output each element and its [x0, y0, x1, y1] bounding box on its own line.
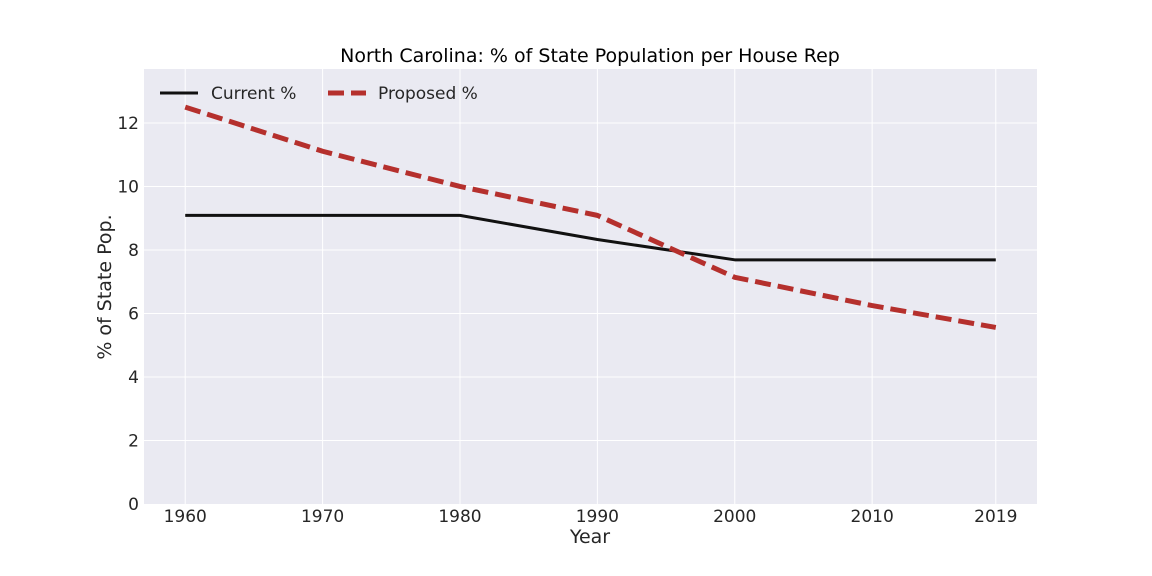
- x-tick-labels: 1960 1970 1980 1990 2000 2010 2019: [164, 507, 1018, 527]
- x-tick-label: 2000: [713, 507, 756, 527]
- y-tick-label: 6: [128, 304, 139, 324]
- plot-area: [144, 69, 1037, 504]
- y-axis-label: % of State Pop.: [94, 214, 116, 359]
- legend-label-current: Current %: [211, 84, 296, 104]
- x-axis-label: Year: [569, 526, 610, 548]
- y-gridlines: [144, 122, 1037, 441]
- chart-title: North Carolina: % of State Population pe…: [340, 45, 840, 67]
- y-tick-label: 2: [128, 431, 139, 451]
- y-tick-label: 0: [128, 495, 139, 515]
- y-tick-label: 10: [117, 177, 139, 197]
- x-gridlines: [184, 69, 997, 504]
- legend: Current % Proposed %: [160, 84, 478, 104]
- series-layer: [184, 104, 997, 330]
- legend-label-proposed: Proposed %: [378, 84, 478, 104]
- x-tick-label: 2010: [851, 507, 894, 527]
- series-line-current: [185, 213, 996, 262]
- x-tick-label: 1960: [164, 507, 207, 527]
- x-tick-label: 1980: [438, 507, 481, 527]
- y-tick-labels: 0 2 4 6 8 10 12: [117, 114, 139, 515]
- x-tick-label: 2019: [974, 507, 1017, 527]
- series-line-proposed: [184, 104, 997, 330]
- y-tick-label: 4: [128, 368, 139, 388]
- y-tick-label: 8: [128, 241, 139, 261]
- x-tick-label: 1990: [576, 507, 619, 527]
- x-tick-label: 1970: [301, 507, 344, 527]
- y-tick-label: 12: [117, 114, 139, 134]
